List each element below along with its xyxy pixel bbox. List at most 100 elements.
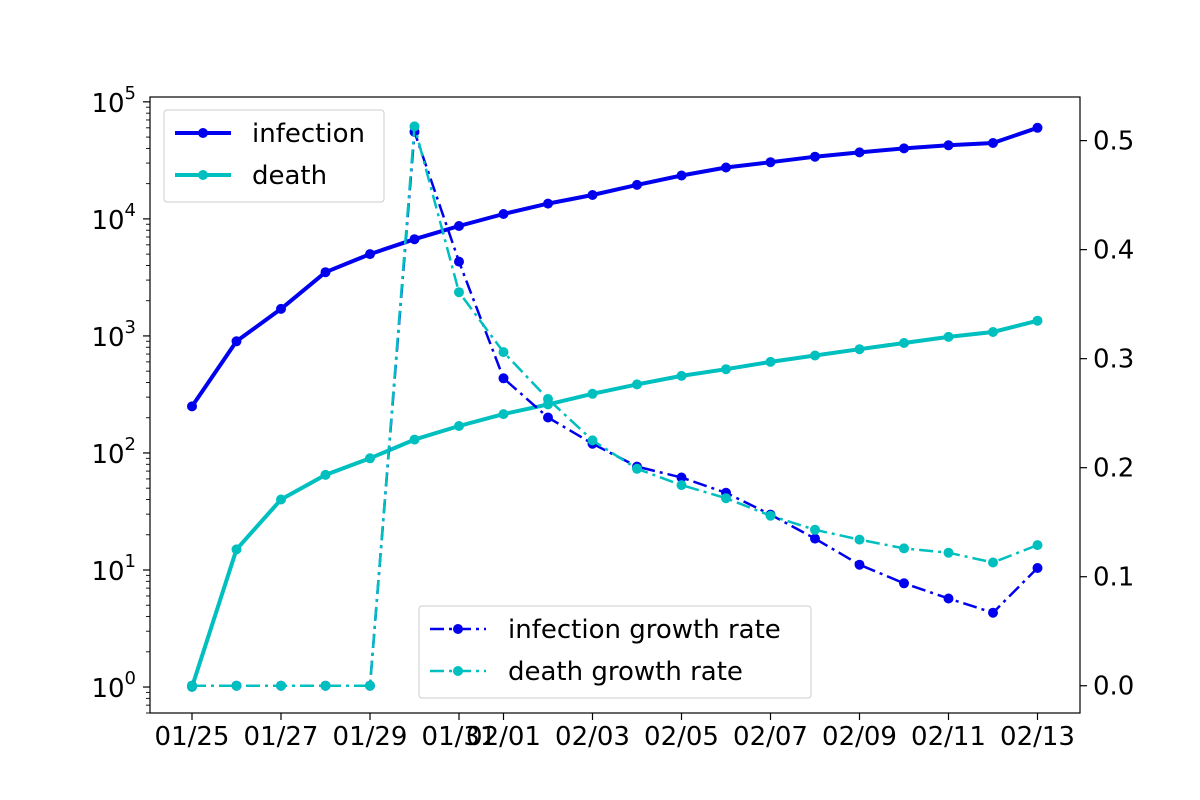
legend-entry-infection: infection [175, 119, 365, 149]
data-point-infection [632, 179, 642, 190]
data-point-death [988, 327, 998, 337]
data-point-infection [587, 190, 598, 200]
data-point-death [276, 494, 286, 505]
y-left-tick-label-exponent: 3 [125, 317, 136, 338]
data-point-death [587, 388, 598, 399]
data-point-infection-growth-rate [498, 373, 509, 384]
y-left-tick-label-base: 10 [91, 89, 124, 119]
data-point-death [365, 453, 375, 464]
y-left-tick-label-exponent: 0 [125, 668, 136, 689]
legend-marker-death [198, 170, 208, 180]
y-axis-right: 0.0 0.1 0.2 0.3 0.4 0.5 [1080, 127, 1134, 702]
data-point-death [765, 356, 776, 367]
x-tick-label: 01/27 [244, 722, 319, 752]
y-right-tick-label: 0.4 [1093, 236, 1134, 266]
data-point-infection [854, 147, 865, 158]
y-left-tick-label: 100 [91, 668, 136, 704]
data-point-infection [365, 249, 375, 260]
x-tick-label: 02/05 [644, 722, 719, 752]
x-tick-label: 02/09 [822, 722, 897, 752]
y-left-tick-label-base: 10 [91, 674, 124, 704]
y-left-tick-label-exponent: 2 [125, 434, 136, 455]
x-tick-label: 02/13 [1000, 722, 1075, 752]
data-point-death [498, 409, 509, 420]
data-point-death-growth-rate [988, 557, 998, 568]
data-point-death [231, 544, 242, 555]
legend-entry-infection-growth-rate: infection growth rate [430, 615, 781, 645]
data-point-death-growth-rate [632, 463, 642, 474]
y-left-tick-label: 103 [91, 317, 136, 353]
data-point-infection [721, 162, 731, 173]
y-right-tick-label: 0.5 [1093, 127, 1134, 157]
x-tick-label: 02/03 [555, 722, 630, 752]
x-tick-label: 02/11 [911, 722, 986, 752]
data-point-infection-growth-rate [988, 607, 998, 618]
x-tick-label: 01/31 [422, 722, 497, 752]
data-point-infection [454, 221, 464, 231]
y-left-tick-label-base: 10 [91, 323, 124, 353]
data-point-death [721, 364, 731, 375]
data-point-infection-growth-rate [810, 533, 820, 544]
legend-lower-center: infection growth rate death growth rate [418, 605, 812, 699]
legend-marker-death-growth-rate [453, 666, 463, 676]
data-point-death-growth-rate [1032, 540, 1043, 551]
y-left-tick-label-base: 10 [91, 206, 124, 236]
x-tick-label: 01/29 [333, 722, 408, 752]
data-point-death-growth-rate [810, 524, 820, 535]
y-left-tick-label: 101 [91, 551, 136, 587]
data-point-infection-growth-rate [676, 472, 687, 483]
legend-label-death: death [252, 161, 327, 191]
y-left-tick-label: 102 [91, 434, 136, 470]
data-point-infection [187, 401, 197, 412]
data-point-death [454, 421, 464, 431]
data-point-death [1032, 315, 1043, 326]
data-point-death-growth-rate [231, 680, 242, 691]
y-right-tick-label: 0.1 [1093, 563, 1134, 593]
data-point-death [943, 331, 954, 342]
data-point-infection [810, 151, 820, 162]
legend-entry-death: death [175, 161, 327, 191]
data-point-death-growth-rate [365, 680, 375, 691]
data-point-death-growth-rate [454, 287, 464, 298]
data-point-death-growth-rate [676, 480, 687, 491]
series-line-infection [190, 125, 1039, 408]
data-point-death [854, 344, 865, 355]
data-point-death-growth-rate [943, 547, 954, 558]
x-tick-label: 01/25 [155, 722, 230, 752]
legend-marker-infection [198, 128, 208, 138]
data-point-infection [899, 143, 909, 154]
series-infection [187, 122, 1043, 412]
data-point-death-growth-rate [187, 680, 197, 691]
x-tick-label: 02/01 [466, 722, 541, 752]
data-point-death-growth-rate [587, 435, 598, 446]
data-point-death-growth-rate [276, 680, 286, 691]
data-point-death [409, 434, 420, 445]
data-point-infection [943, 140, 954, 151]
y-left-tick-label: 104 [91, 200, 136, 236]
data-point-infection [320, 267, 331, 278]
data-point-death [899, 338, 909, 348]
y-left-tick-label-base: 10 [91, 557, 124, 587]
data-point-infection [231, 336, 242, 347]
y-right-tick-label: 0.2 [1093, 454, 1134, 484]
data-point-infection-growth-rate [543, 412, 553, 423]
data-point-death [320, 469, 331, 480]
data-point-infection [498, 209, 509, 219]
legend-entry-death-growth-rate: death growth rate [430, 657, 743, 687]
data-point-death-growth-rate [498, 347, 509, 358]
data-point-death-growth-rate [543, 394, 553, 404]
data-point-infection [543, 198, 553, 209]
data-point-death [810, 350, 820, 361]
plot-frame [149, 96, 1081, 714]
data-point-death-growth-rate [721, 493, 731, 504]
y-left-tick-label: 105 [91, 83, 136, 119]
y-right-tick-label: 0.0 [1093, 672, 1134, 702]
series-death-growth-rate [187, 121, 1043, 691]
y-left-tick-label-base: 10 [91, 440, 124, 470]
legend-label-infection-growth-rate: infection growth rate [508, 615, 781, 645]
data-point-infection [676, 170, 687, 181]
data-point-infection-growth-rate [854, 559, 865, 570]
